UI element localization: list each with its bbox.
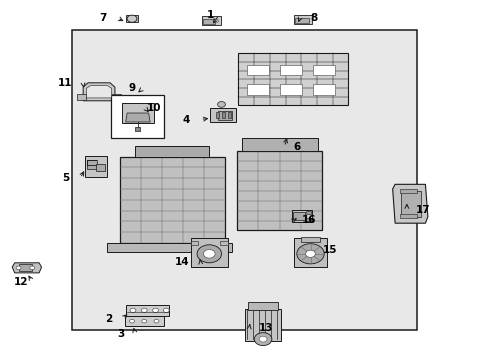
Bar (300, 237, 320, 242)
Bar (126, 15, 138, 22)
Circle shape (142, 319, 146, 323)
Bar (96, 164, 104, 171)
Polygon shape (12, 263, 41, 273)
Bar (313, 65, 335, 76)
Bar (126, 305, 169, 316)
Text: 7: 7 (99, 13, 106, 23)
Text: 1: 1 (206, 10, 213, 20)
Bar (85, 156, 106, 177)
Bar (190, 238, 227, 267)
Circle shape (296, 244, 324, 264)
Bar (248, 302, 277, 310)
Bar (246, 65, 268, 76)
Circle shape (152, 308, 158, 312)
Bar (111, 95, 164, 138)
Bar (245, 309, 280, 341)
Bar (72, 30, 416, 330)
Text: 6: 6 (293, 142, 300, 152)
Bar (293, 238, 326, 267)
Bar (238, 53, 347, 105)
Bar (236, 151, 322, 230)
Bar (135, 146, 208, 157)
Bar (202, 17, 220, 26)
Bar (19, 264, 31, 271)
Text: 5: 5 (62, 173, 70, 183)
Circle shape (127, 15, 137, 22)
Bar (122, 103, 153, 123)
Bar (135, 127, 140, 131)
Polygon shape (86, 86, 111, 98)
Bar (216, 112, 219, 118)
Polygon shape (392, 184, 427, 223)
Text: 8: 8 (310, 13, 317, 23)
Circle shape (130, 308, 136, 312)
Circle shape (203, 249, 215, 258)
Text: 9: 9 (128, 83, 135, 93)
Bar (107, 243, 231, 252)
Polygon shape (125, 113, 150, 122)
Text: 15: 15 (322, 245, 337, 255)
Bar (280, 85, 302, 95)
Bar (77, 94, 86, 100)
Circle shape (141, 308, 147, 312)
Text: 3: 3 (117, 329, 124, 339)
Circle shape (163, 308, 169, 312)
Bar (190, 241, 198, 245)
Circle shape (305, 250, 315, 257)
Bar (217, 111, 232, 120)
Bar (203, 19, 215, 24)
Text: 16: 16 (302, 215, 316, 225)
Bar (295, 18, 308, 23)
Bar (305, 218, 310, 221)
Bar (227, 112, 231, 118)
Text: 14: 14 (175, 257, 189, 267)
Text: 17: 17 (415, 204, 429, 215)
Text: 12: 12 (14, 276, 28, 287)
Bar (220, 241, 227, 245)
Bar (222, 112, 224, 118)
Circle shape (16, 266, 21, 270)
Circle shape (30, 266, 35, 270)
Bar (280, 65, 302, 76)
Bar (291, 210, 312, 222)
Circle shape (129, 319, 134, 323)
Bar (305, 211, 310, 214)
Text: 4: 4 (182, 114, 189, 125)
Bar (399, 214, 416, 218)
Bar (241, 138, 317, 151)
Bar (293, 15, 312, 24)
Bar (87, 161, 97, 169)
Circle shape (217, 102, 225, 107)
Bar (313, 85, 335, 95)
Text: 11: 11 (58, 78, 72, 88)
Bar (399, 189, 416, 193)
Circle shape (259, 336, 266, 342)
Circle shape (154, 319, 159, 323)
Bar (124, 316, 163, 326)
Bar (246, 85, 268, 95)
Circle shape (213, 19, 218, 23)
Text: 13: 13 (259, 323, 273, 333)
Text: 2: 2 (105, 314, 112, 324)
Circle shape (254, 333, 271, 346)
Circle shape (197, 245, 221, 263)
Bar (400, 191, 420, 217)
Polygon shape (83, 83, 115, 101)
Bar (292, 212, 305, 220)
Bar (112, 94, 121, 100)
Bar (209, 108, 236, 122)
Text: 10: 10 (146, 103, 161, 113)
Bar (119, 157, 224, 243)
